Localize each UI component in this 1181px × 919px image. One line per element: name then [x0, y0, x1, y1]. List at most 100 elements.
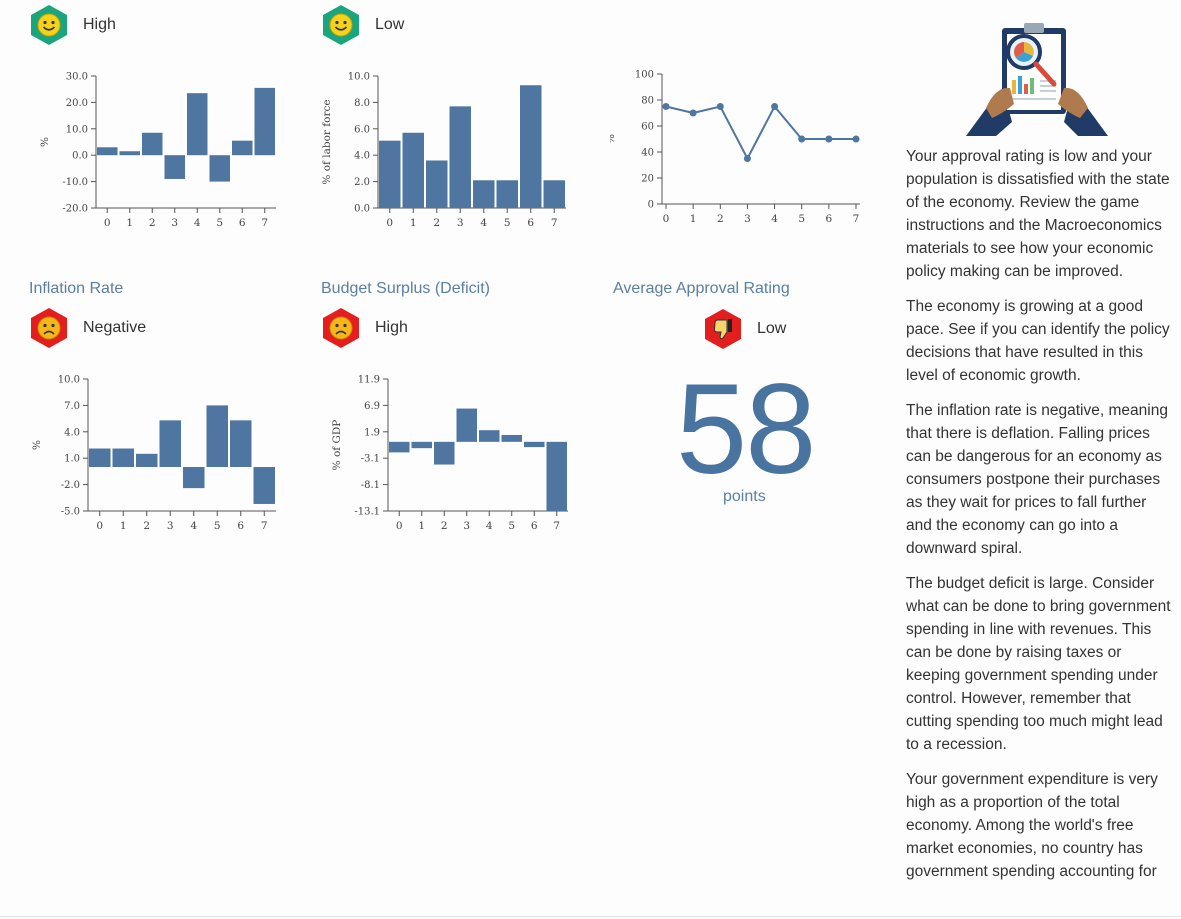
y-tick-label: -20.0	[62, 204, 88, 215]
bar	[142, 132, 163, 156]
approval-rating-title: Average Approval Rating	[613, 280, 790, 297]
x-tick-label: 5	[508, 520, 515, 532]
data-point	[852, 135, 860, 143]
bar	[426, 160, 448, 208]
y-tick-label: 60	[641, 122, 654, 133]
x-tick-label: 3	[171, 217, 178, 229]
y-tick-label: -10.0	[62, 177, 88, 188]
sad-face-icon	[28, 307, 70, 349]
x-tick-label: 1	[690, 213, 697, 225]
x-tick-label: 3	[463, 520, 470, 532]
y-tick-label: 0.0	[72, 151, 88, 162]
x-tick-label: 4	[771, 213, 778, 225]
y-tick-label: 100	[635, 70, 654, 81]
y-tick-label: -13.1	[354, 507, 380, 518]
y-tick-label: 0	[648, 200, 654, 211]
y-tick-label: 10.0	[58, 375, 80, 386]
x-tick-label: 3	[744, 213, 751, 225]
x-tick-label: 2	[433, 217, 440, 229]
sad-face-icon	[320, 307, 362, 349]
bar	[187, 93, 208, 156]
x-tick-label: 6	[239, 217, 246, 229]
bar	[183, 467, 205, 489]
commentary-panel: Your approval rating is low and your pop…	[906, 145, 1171, 895]
x-tick-label: 5	[214, 520, 221, 532]
x-tick-label: 2	[717, 213, 724, 225]
y-tick-label: 8.0	[354, 98, 370, 109]
x-tick-label: 1	[120, 520, 127, 532]
data-point	[771, 103, 779, 110]
x-tick-label: 1	[410, 217, 417, 229]
x-tick-label: 2	[143, 520, 150, 532]
x-tick-label: 2	[149, 217, 156, 229]
bar	[379, 140, 401, 208]
bar	[89, 448, 111, 467]
bar	[501, 434, 522, 442]
bar	[496, 180, 518, 208]
bar	[524, 441, 545, 448]
inflation-chart: -5.0 -2.0 1.0 4.0 7.0 10.0% 0 1 2 3 4 5 6 7	[31, 375, 276, 532]
growth-chart: -20.0 -10.0 0.0 10.0 20.0 30.0% 0 1 2 3 4 5 6 7	[39, 72, 276, 229]
budget-status: High	[320, 307, 408, 349]
data-point	[825, 135, 833, 143]
y-tick-label: 1.0	[64, 454, 80, 465]
budget-status-label: High	[375, 319, 408, 336]
y-axis-label: %	[39, 137, 51, 147]
x-tick-label: 2	[441, 520, 448, 532]
x-tick-label: 7	[551, 217, 558, 229]
y-tick-label: 7.0	[64, 401, 80, 412]
bar	[411, 441, 432, 449]
bar	[520, 85, 542, 208]
data-point	[662, 103, 670, 110]
y-tick-label: 30.0	[66, 72, 88, 83]
x-tick-label: 0	[396, 520, 403, 532]
approval-value: 58	[676, 358, 816, 501]
commentary-paragraph: The budget deficit is large. Consider wh…	[906, 575, 1171, 753]
bar	[159, 420, 181, 467]
x-tick-label: 7	[261, 520, 268, 532]
bar	[402, 132, 424, 208]
growth-status: High	[28, 4, 116, 46]
approval-unit: points	[723, 488, 766, 505]
y-tick-label: -3.1	[361, 454, 380, 465]
unemployment-status: Low	[320, 4, 404, 46]
approval-series-line	[665, 104, 856, 161]
y-tick-label: 0.0	[354, 204, 370, 215]
bar	[112, 448, 134, 467]
y-tick-label: -2.0	[61, 480, 80, 491]
x-tick-label: 0	[386, 217, 393, 229]
bar	[473, 180, 495, 208]
data-point	[798, 135, 806, 143]
x-tick-label: 7	[553, 520, 560, 532]
y-tick-label: 20.0	[66, 98, 88, 109]
inflation-rate-title: Inflation Rate	[29, 280, 124, 297]
approval-chart: 0 20 40 60 80 100% 0 1 2 3 4 5 6 7	[610, 70, 860, 225]
approval-status: Low	[702, 308, 786, 350]
y-tick-label: 20	[641, 174, 654, 185]
y-tick-label: -8.1	[361, 480, 380, 491]
unemployment-chart: 0.0 2.0 4.0 6.0 8.0 10.0 % of labor force 0 1 2 3 4…	[321, 72, 566, 229]
y-tick-label: 1.9	[364, 427, 380, 438]
bar	[136, 453, 158, 467]
bar	[119, 151, 140, 156]
y-tick-label: 10.0	[348, 72, 370, 83]
thumbs-down-icon	[702, 308, 744, 350]
x-tick-label: 1	[126, 217, 133, 229]
y-axis-label: % of GDP	[331, 420, 343, 471]
commentary-paragraph: Your approval rating is low and your pop…	[906, 148, 1170, 280]
x-tick-label: 6	[531, 520, 538, 532]
x-tick-label: 1	[418, 520, 425, 532]
y-tick-label: -5.0	[61, 507, 80, 518]
growth-status-label: High	[83, 16, 116, 33]
bar	[479, 430, 500, 442]
x-tick-label: 6	[826, 213, 833, 225]
bar	[209, 155, 230, 182]
y-axis-label: %	[31, 440, 43, 450]
x-tick-label: 3	[167, 520, 174, 532]
y-tick-label: 4.0	[64, 427, 80, 438]
bar	[449, 106, 471, 208]
bar	[456, 408, 477, 442]
bar	[254, 87, 275, 156]
bar	[434, 441, 455, 465]
clipboard-magnifier-illustration	[966, 18, 1108, 136]
